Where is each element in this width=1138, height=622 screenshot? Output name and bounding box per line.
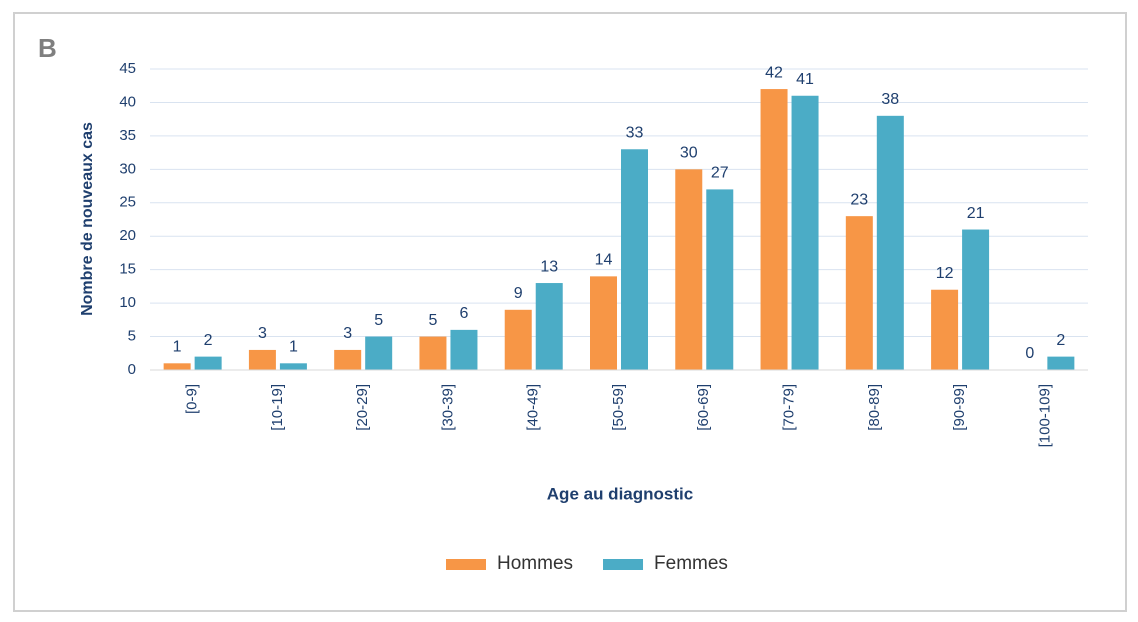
data-label: 23 — [850, 191, 868, 208]
bar — [675, 169, 703, 370]
bar — [760, 89, 788, 371]
data-label: 33 — [626, 124, 644, 141]
y-tick-label: 40 — [119, 93, 136, 110]
x-tick-label: [0-9] — [184, 384, 201, 414]
legend-label: Hommes — [497, 553, 573, 574]
bar — [962, 229, 990, 370]
bar — [334, 349, 362, 370]
panel-label: B — [38, 33, 57, 63]
data-label: 6 — [460, 305, 469, 322]
bar — [419, 336, 447, 370]
data-label: 5 — [429, 312, 438, 329]
data-label: 0 — [1025, 345, 1034, 362]
bar — [365, 336, 393, 370]
y-tick-label: 5 — [128, 328, 136, 345]
x-tick-label: [90-99] — [951, 384, 968, 431]
y-tick-label: 35 — [119, 127, 136, 144]
x-tick-label: [60-69] — [695, 384, 712, 431]
data-label: 27 — [711, 165, 729, 182]
x-tick-label: [100-109] — [1036, 384, 1053, 447]
bar — [706, 189, 734, 370]
y-tick-label: 10 — [119, 294, 136, 311]
x-axis-label: Age au diagnostic — [547, 484, 693, 503]
bar — [279, 363, 307, 370]
legend-swatch — [603, 559, 644, 570]
data-label: 21 — [967, 205, 985, 222]
bar — [876, 115, 904, 370]
data-label: 30 — [680, 145, 698, 162]
x-tick-label: [80-89] — [866, 384, 883, 431]
data-label: 13 — [540, 258, 558, 275]
bar — [1047, 356, 1075, 370]
data-label: 38 — [881, 91, 899, 108]
data-label: 5 — [374, 312, 383, 329]
x-tick-label: [10-19] — [269, 384, 286, 431]
data-label: 1 — [173, 339, 182, 356]
data-label: 12 — [936, 265, 954, 282]
x-tick-label: [70-79] — [781, 384, 798, 431]
data-label: 3 — [258, 325, 267, 342]
data-label: 9 — [514, 285, 523, 302]
y-tick-label: 30 — [119, 160, 136, 177]
y-tick-label: 45 — [119, 60, 136, 77]
y-axis-label: Nombre de nouveaux cas — [79, 122, 96, 316]
bar — [931, 289, 959, 370]
legend-swatch — [446, 559, 486, 570]
x-tick-label: [50-59] — [610, 384, 627, 431]
x-tick-label: [20-29] — [354, 384, 371, 431]
data-label: 3 — [343, 325, 352, 342]
x-tick-label: [30-39] — [439, 384, 456, 431]
legend-label: Femmes — [654, 553, 728, 574]
data-label: 1 — [289, 339, 298, 356]
x-tick-label: [40-49] — [525, 384, 542, 431]
bar — [248, 349, 276, 370]
data-label: 42 — [765, 64, 783, 81]
data-label: 2 — [204, 332, 213, 349]
data-label: 14 — [595, 252, 613, 269]
bar — [535, 283, 563, 370]
y-tick-label: 15 — [119, 261, 136, 278]
bar — [845, 216, 873, 370]
bar — [791, 95, 819, 370]
y-tick-label: 20 — [119, 227, 136, 244]
bar — [504, 309, 532, 370]
y-tick-label: 25 — [119, 194, 136, 211]
bar — [450, 329, 478, 370]
bar — [621, 149, 648, 370]
bar — [194, 356, 222, 370]
data-label: 2 — [1056, 332, 1065, 349]
bar — [163, 363, 191, 370]
bar — [590, 276, 617, 370]
data-label: 41 — [796, 71, 814, 88]
y-tick-label: 0 — [128, 361, 136, 378]
